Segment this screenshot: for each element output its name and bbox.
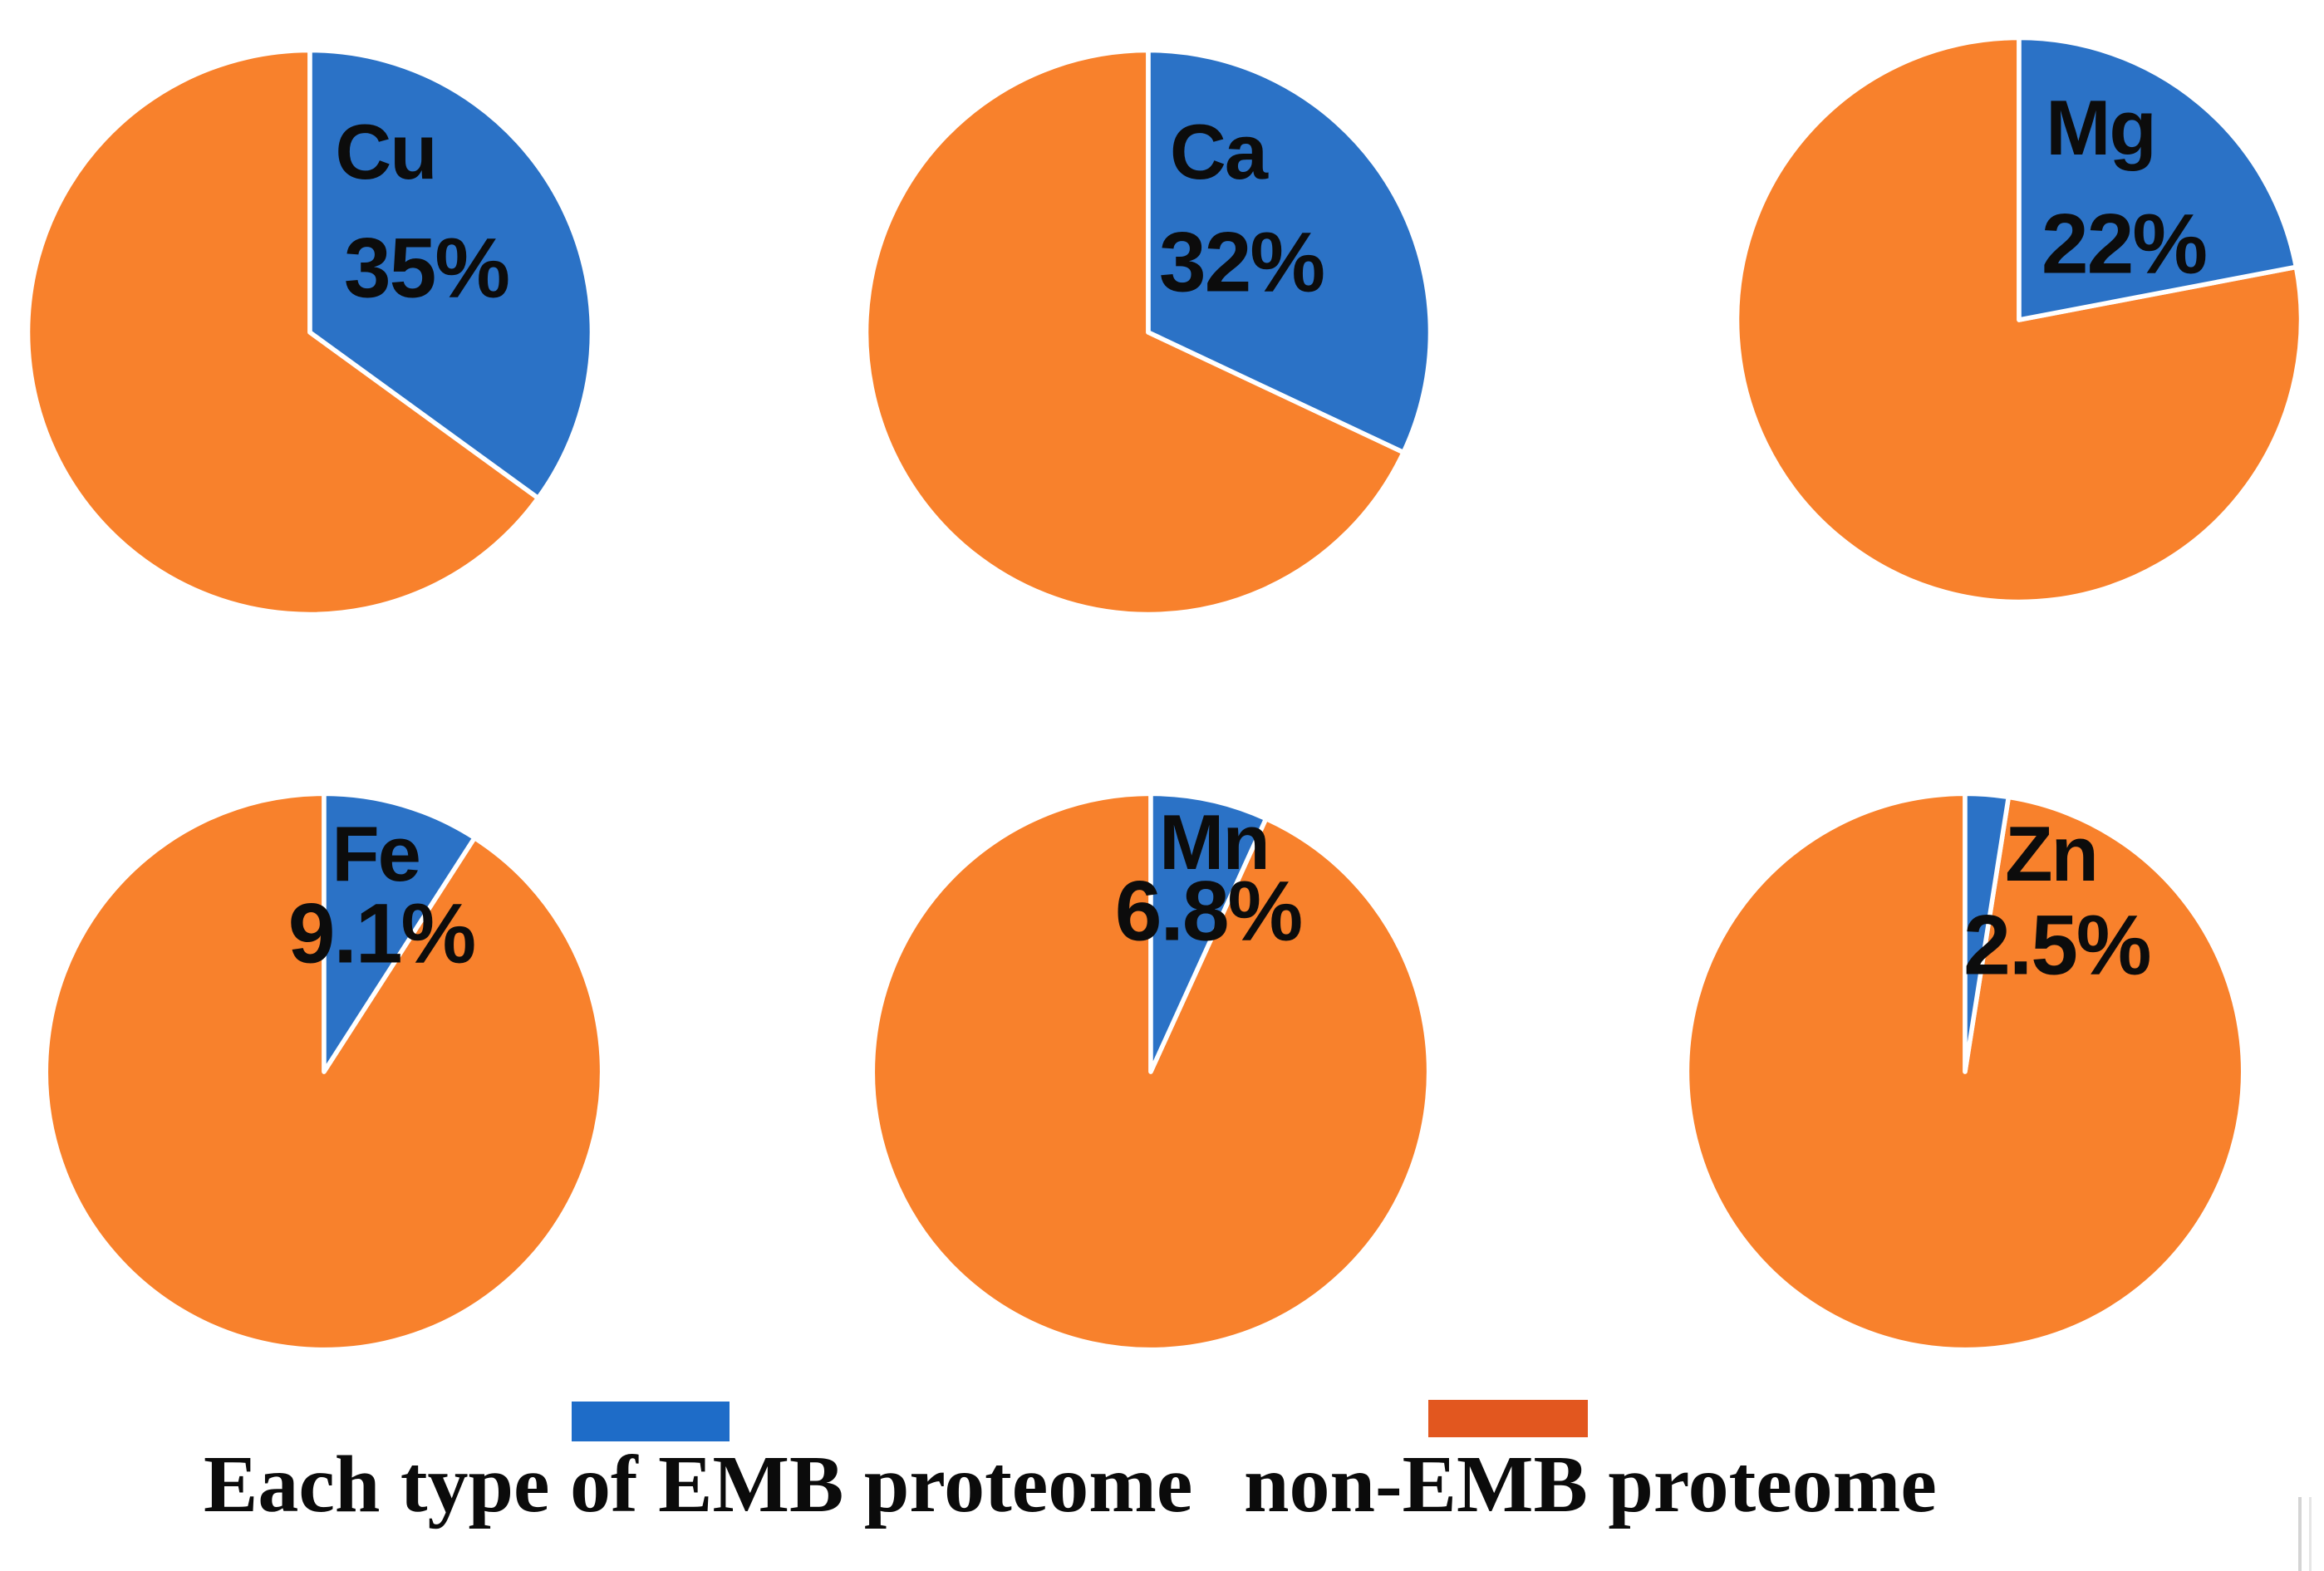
pie-ca: Ca 32%	[857, 42, 1439, 623]
emb-slice	[307, 47, 595, 501]
pie-cu: Cu 35%	[19, 42, 601, 623]
percent-label: 2.5%	[1963, 897, 2151, 993]
element-label: Zn	[2005, 809, 2099, 897]
pie-slices	[1734, 35, 2304, 605]
legend-orange-swatch	[1428, 1400, 1588, 1437]
non-emb-slice	[25, 47, 541, 617]
emb-slice	[1963, 791, 2012, 1074]
legend-label-non-emb: non-EMB proteome	[1244, 1440, 1937, 1529]
legend-blue-swatch	[572, 1402, 730, 1441]
pie-slices	[863, 47, 1433, 617]
emb-slice	[1148, 791, 1269, 1074]
pie-fe: Fe 9.1%	[37, 785, 611, 1358]
page-edge-artifact	[2309, 1497, 2312, 1571]
element-label: Fe	[332, 809, 421, 897]
element-label: Ca	[1169, 108, 1268, 195]
legend-label-emb: Each type of EMB proteome	[204, 1440, 1193, 1529]
percent-label: 32%	[1158, 214, 1325, 310]
percent-label: 22%	[2041, 196, 2208, 292]
pie-slices	[870, 791, 1432, 1353]
non-emb-slice	[863, 47, 1406, 617]
element-label: Mg	[2046, 84, 2157, 171]
emb-slice	[2017, 35, 2299, 322]
percent-label: 35%	[343, 220, 510, 316]
emb-slice	[322, 791, 477, 1074]
pie-slices	[25, 47, 595, 617]
element-label: Mn	[1159, 798, 1270, 886]
percent-label: 6.8%	[1114, 863, 1303, 959]
pie-mg: Mg 22%	[1728, 29, 2310, 611]
emb-slice	[1146, 47, 1433, 455]
pie-slices	[1684, 791, 2246, 1353]
pie-zn: Zn 2.5%	[1678, 785, 2252, 1358]
element-label: Cu	[335, 108, 437, 195]
page-edge-artifact	[2298, 1497, 2302, 1571]
percent-label: 9.1%	[287, 886, 476, 981]
pie-mn: Mn 6.8%	[864, 785, 1437, 1358]
pie-slices	[43, 791, 605, 1353]
